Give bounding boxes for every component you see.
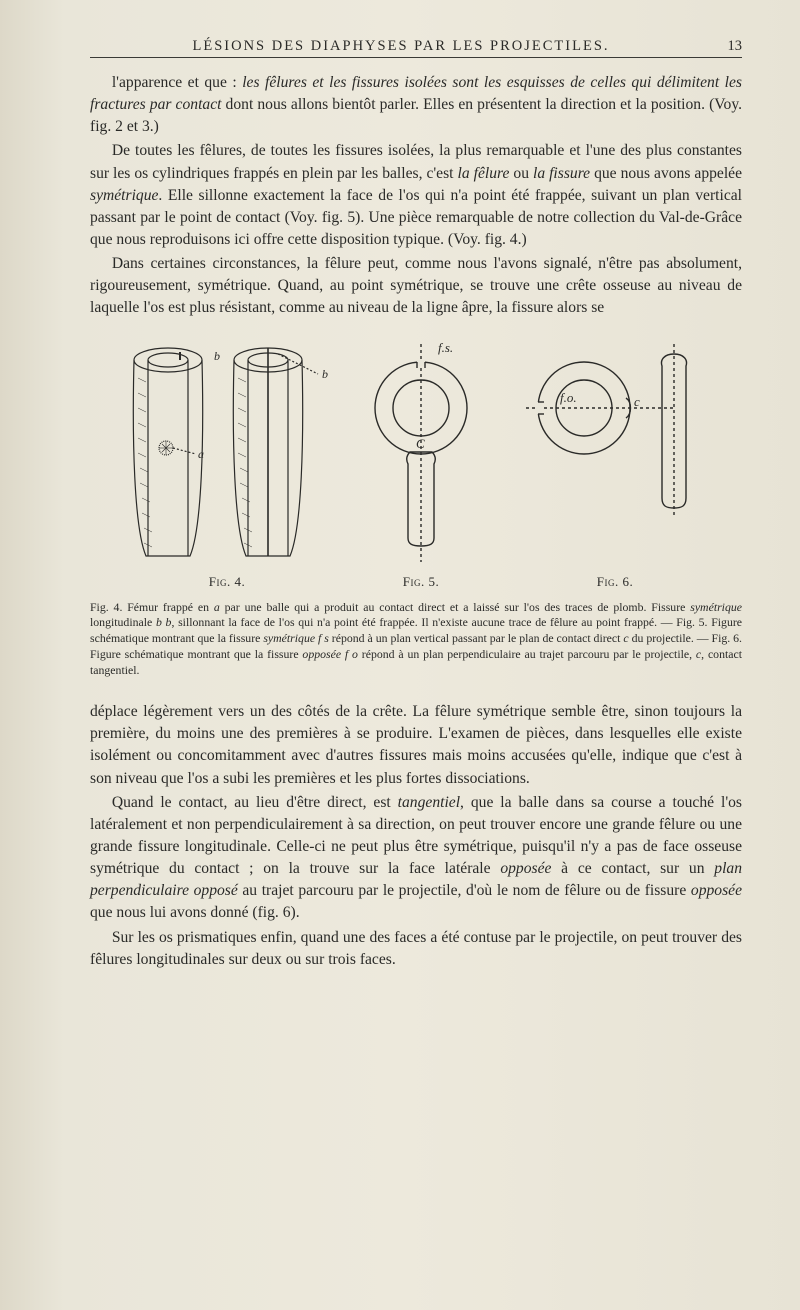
text-italic: la fêlure xyxy=(458,165,510,182)
text: ou xyxy=(509,165,533,182)
text-italic: opposée xyxy=(691,882,742,899)
figure-5-svg: f.s. C xyxy=(346,338,496,568)
page-header: LÉSIONS DES DIAPHYSES PAR LES PROJECTILE… xyxy=(90,38,742,58)
annot-fs: f.s. xyxy=(438,340,453,355)
fig5-label: Fig. 5. xyxy=(403,574,439,590)
text: Quand le contact, au lieu d'être direct,… xyxy=(112,794,398,811)
page: LÉSIONS DES DIAPHYSES PAR LES PROJECTILE… xyxy=(0,0,800,1310)
paragraph-4: déplace légèrement vers un des côtés de … xyxy=(90,701,742,790)
paragraph-6: Sur les os prismatiques enfin, quand une… xyxy=(90,927,742,971)
cap-italic: opposée f o xyxy=(302,647,358,661)
figure-4-svg: b b a xyxy=(118,338,328,568)
annot-c2: c xyxy=(634,394,640,409)
paragraph-3: Dans certaines circonstances, la fêlure … xyxy=(90,253,742,319)
text: déplace légèrement vers un des côtés de … xyxy=(90,703,742,786)
figure-row: b b a f.s. C xyxy=(90,338,742,568)
text: que nous avons appelée xyxy=(590,165,742,182)
text: à ce contact, sur un xyxy=(551,860,714,877)
text: Sur les os prismatiques enfin, quand une… xyxy=(90,929,742,968)
cap-italic: b b xyxy=(156,615,172,629)
cap-italic: symétrique f s xyxy=(263,631,329,645)
annot-b2: b xyxy=(322,367,328,381)
text: Dans certaines circonstances, la fêlure … xyxy=(90,255,742,316)
text: . Elle sillonne exactement la face de l'… xyxy=(90,187,742,248)
cap-text: Fig. 4. Fémur frappé en xyxy=(90,600,214,614)
annot-b: b xyxy=(214,349,220,363)
annot-a: a xyxy=(198,447,204,461)
fig4-label: Fig. 4. xyxy=(209,574,245,590)
figure-caption: Fig. 4. Fémur frappé en a par une balle … xyxy=(90,600,742,680)
figure-labels-row: Fig. 4. Fig. 5. Fig. 6. xyxy=(90,574,742,590)
paragraph-2: De toutes les fêlures, de toutes les fis… xyxy=(90,140,742,251)
annot-c: C xyxy=(416,436,425,451)
running-head: LÉSIONS DES DIAPHYSES PAR LES PROJECTILE… xyxy=(90,38,712,55)
text-italic: tangentiel xyxy=(398,794,460,811)
annot-fo: f.o. xyxy=(560,390,577,405)
figure-6-svg: f.o. c xyxy=(514,338,714,568)
text-italic: la fissure xyxy=(533,165,590,182)
paragraph-1: l'apparence et que : les fêlures et les … xyxy=(90,72,742,138)
text: que nous lui avons donné (fig. 6). xyxy=(90,904,300,921)
text: au trajet parcouru par le projectile, d'… xyxy=(238,882,691,899)
text-italic: symétrique xyxy=(90,187,158,204)
cap-italic: symétrique xyxy=(690,600,742,614)
paragraph-5: Quand le contact, au lieu d'être direct,… xyxy=(90,792,742,925)
text-italic: opposée xyxy=(500,860,551,877)
cap-text: répond à un plan perpendiculaire au traj… xyxy=(358,647,696,661)
cap-text: répond à un plan vertical passant par le… xyxy=(329,631,624,645)
cap-text: longitudinale xyxy=(90,615,156,629)
cap-text: par une balle qui a produit au contact d… xyxy=(220,600,690,614)
text: l'apparence et que : xyxy=(112,74,242,91)
page-number: 13 xyxy=(712,38,742,55)
fig6-label: Fig. 6. xyxy=(597,574,633,590)
